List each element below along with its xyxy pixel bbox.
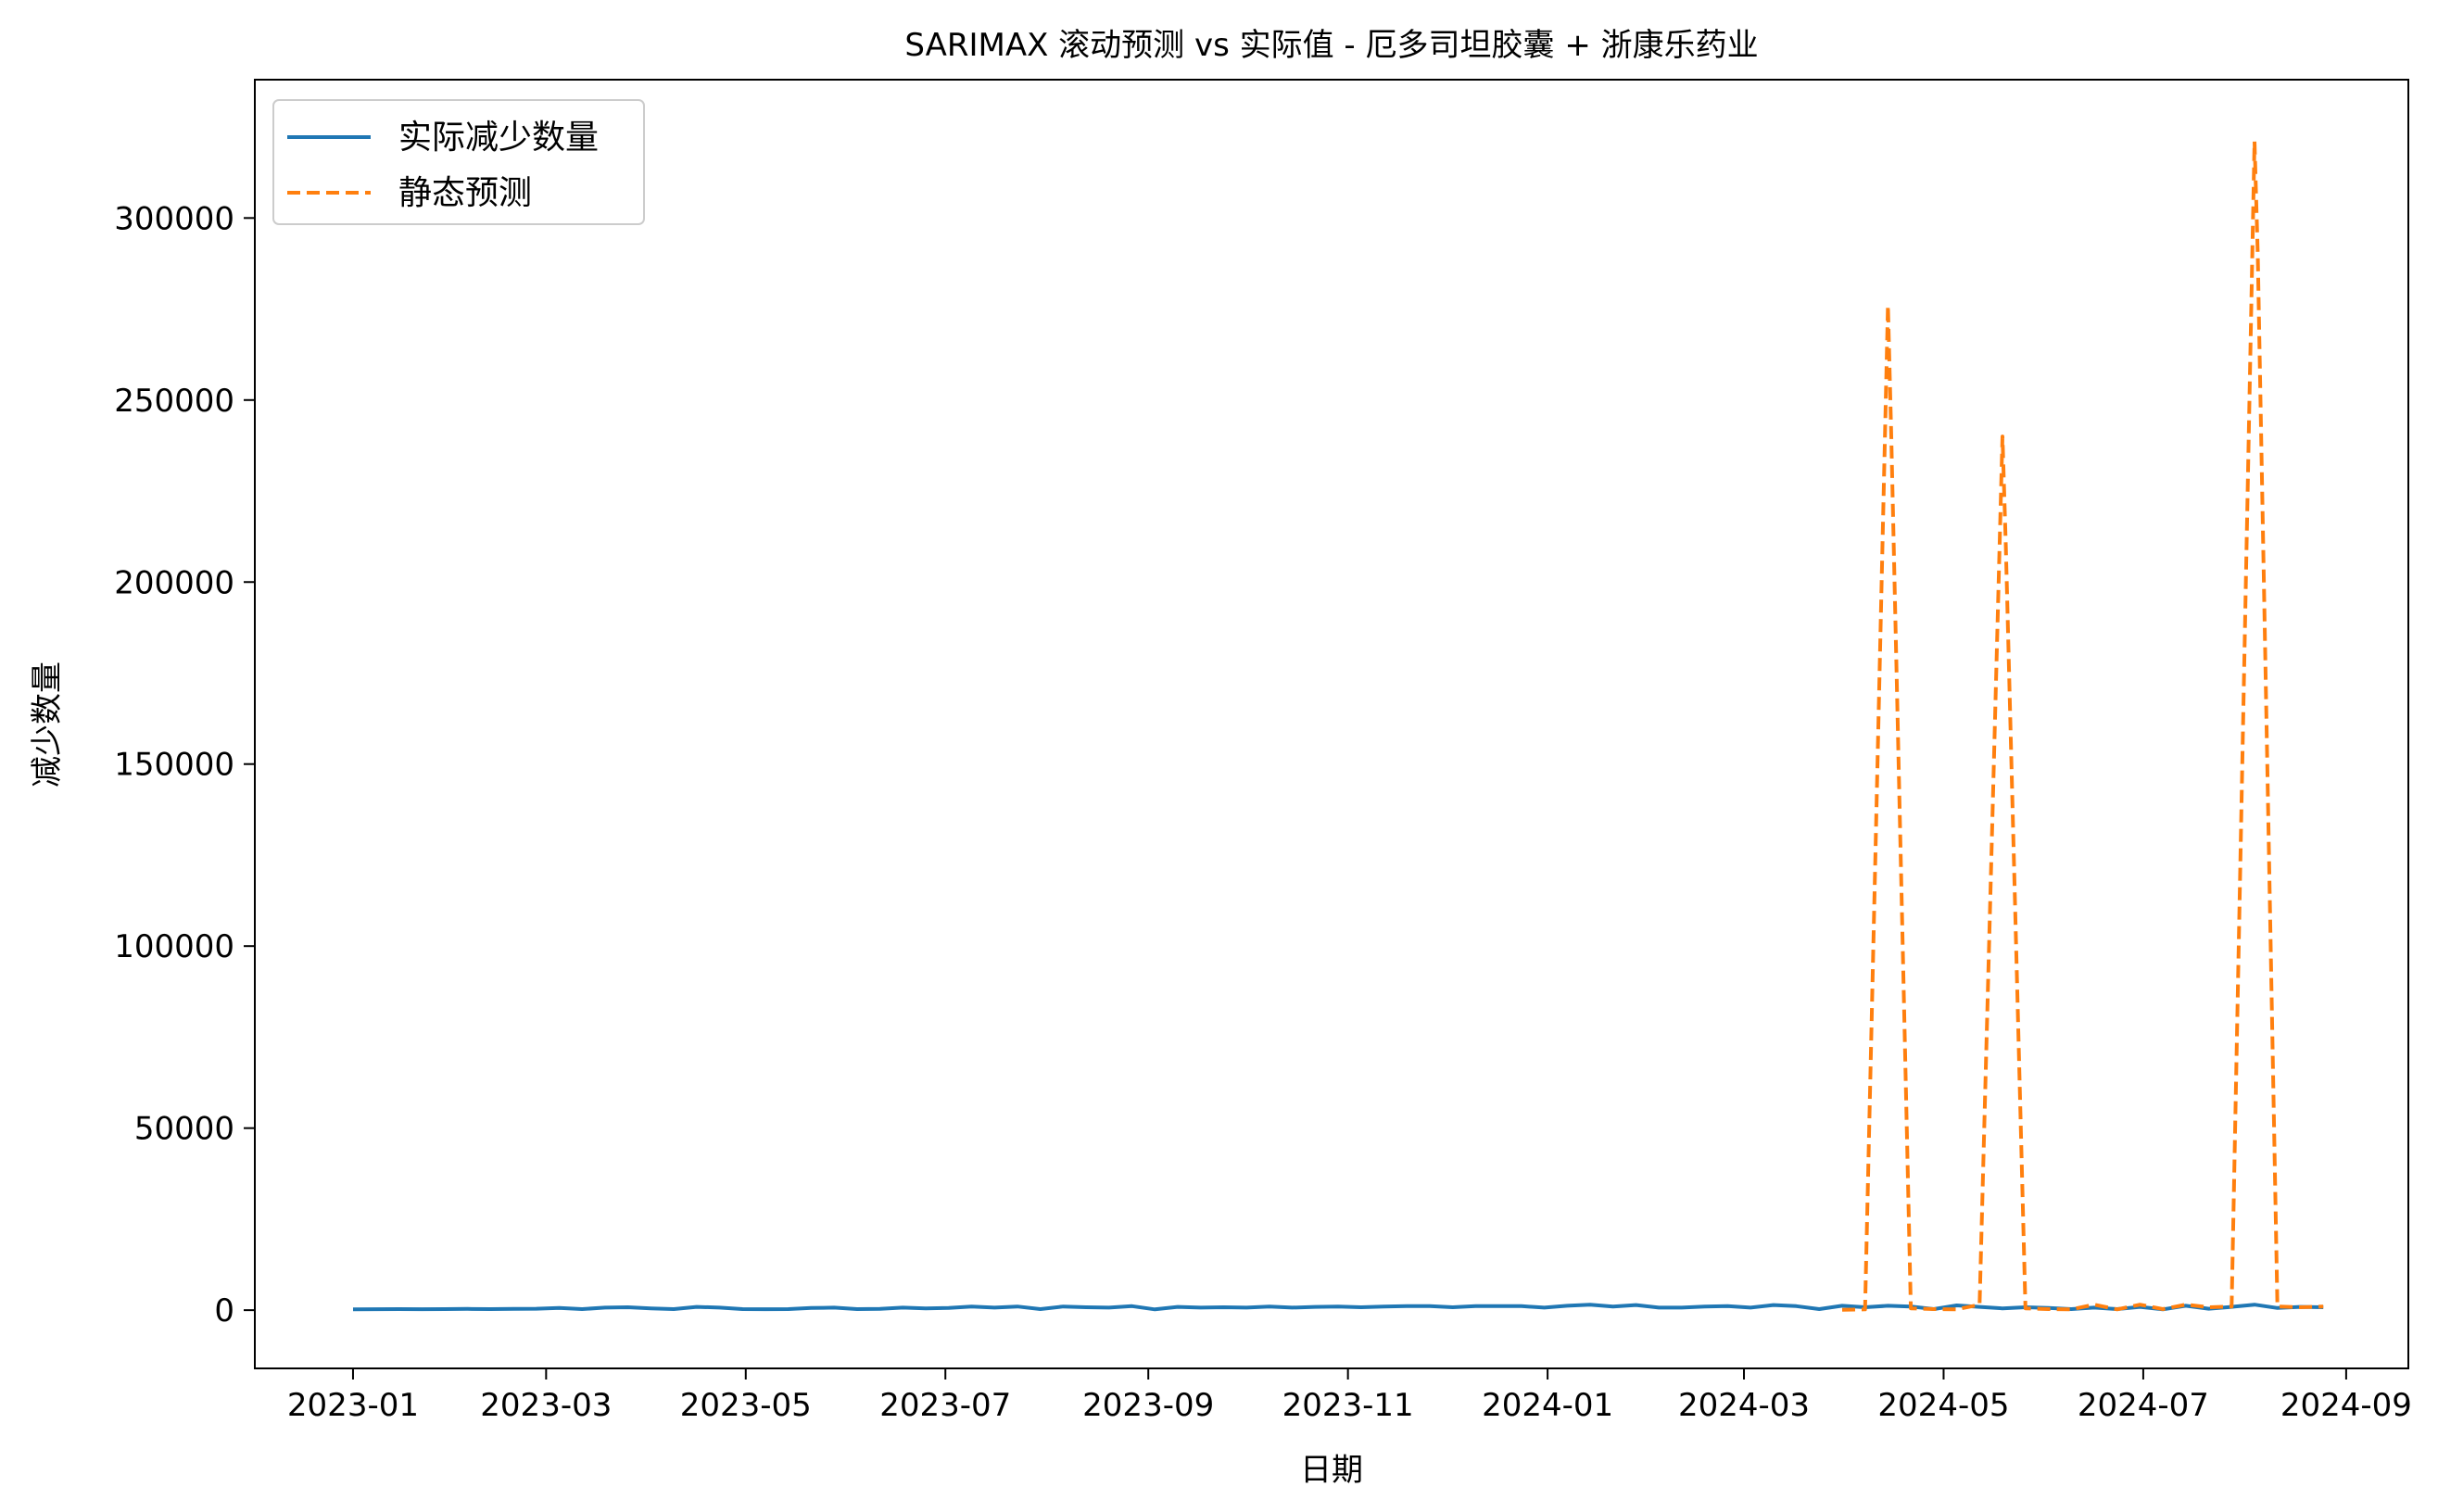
x-tick-label: 2024-05 [1877,1387,2009,1424]
x-tick-label: 2024-07 [2078,1387,2209,1424]
x-tick-label: 2023-09 [1082,1387,1214,1424]
legend-label-forecast: 静态预测 [398,174,532,212]
y-tick-label: 50000 [134,1111,234,1148]
x-tick-label: 2023-05 [680,1387,812,1424]
y-tick-label: 150000 [114,747,234,784]
x-tick-label: 2024-03 [1678,1387,1810,1424]
chart-title: SARIMAX 滚动预测 vs 实际值 - 厄多司坦胶囊 + 浙康乐药业 [904,27,1758,64]
y-tick-label: 300000 [114,200,234,237]
x-tick-label: 2023-03 [480,1387,612,1424]
x-tick-label: 2023-01 [287,1387,419,1424]
x-tick-label: 2024-01 [1482,1387,1613,1424]
y-tick-label: 250000 [114,383,234,420]
x-tick-label: 2024-09 [2280,1387,2412,1424]
y-tick-label: 0 [214,1292,234,1329]
legend: 实际减少数量 静态预测 [273,100,644,224]
legend-label-actual: 实际减少数量 [398,119,599,157]
x-axis-title: 日期 [1300,1452,1363,1489]
x-tick-label: 2023-11 [1282,1387,1414,1424]
y-axis-title: 减少数量 [29,662,66,788]
x-tick-label: 2023-07 [879,1387,1011,1424]
y-tick-label: 100000 [114,928,234,965]
y-tick-label: 200000 [114,564,234,601]
